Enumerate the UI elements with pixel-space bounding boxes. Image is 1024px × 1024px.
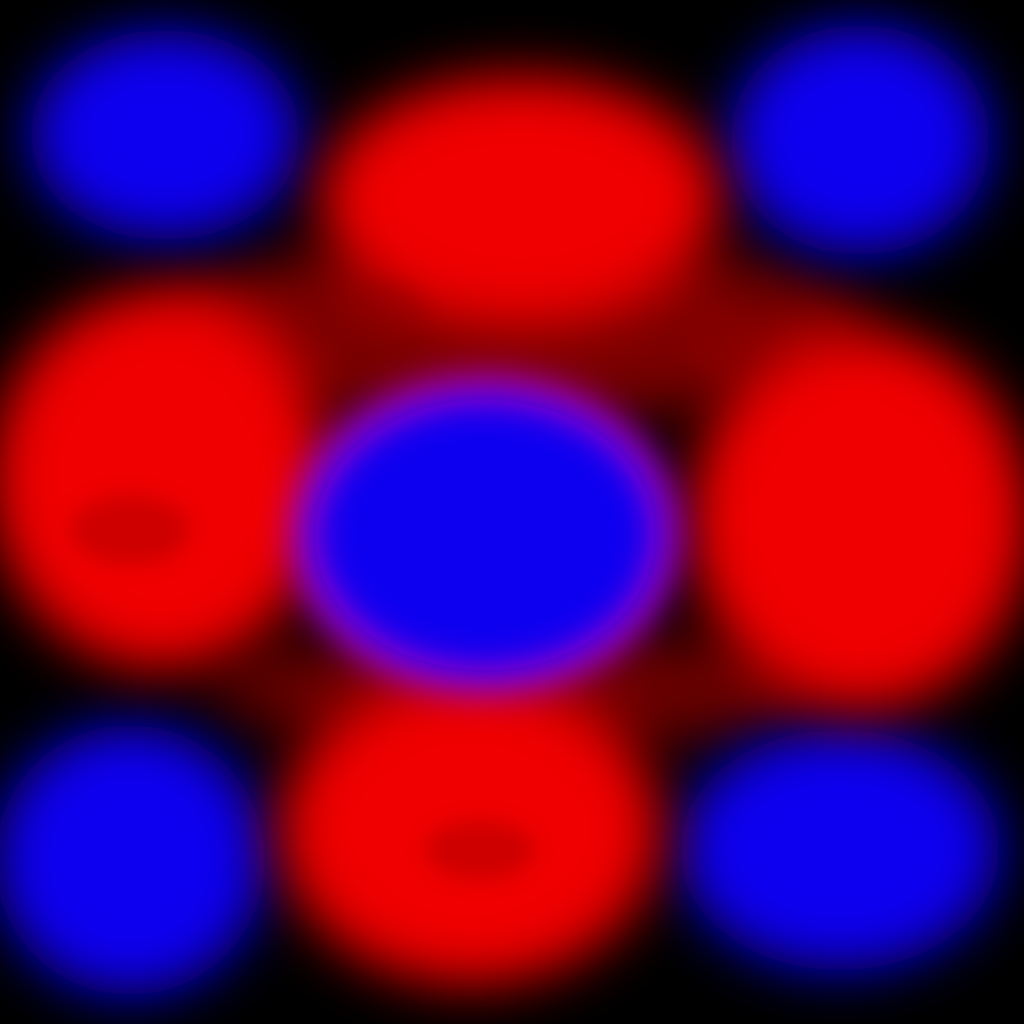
- blue-blob-center: [315, 400, 655, 670]
- blue-blob-bottom-left: [0, 725, 265, 995]
- red-blob-right: [690, 330, 1024, 710]
- red-blob-top-center: [320, 75, 720, 325]
- blue-blob-top-right: [730, 25, 990, 255]
- red-blob-left: [0, 290, 330, 670]
- red-cell-texture: [70, 280, 760, 880]
- blue-blob-top-left: [30, 30, 300, 240]
- blue-blob-bottom-right: [680, 730, 1000, 970]
